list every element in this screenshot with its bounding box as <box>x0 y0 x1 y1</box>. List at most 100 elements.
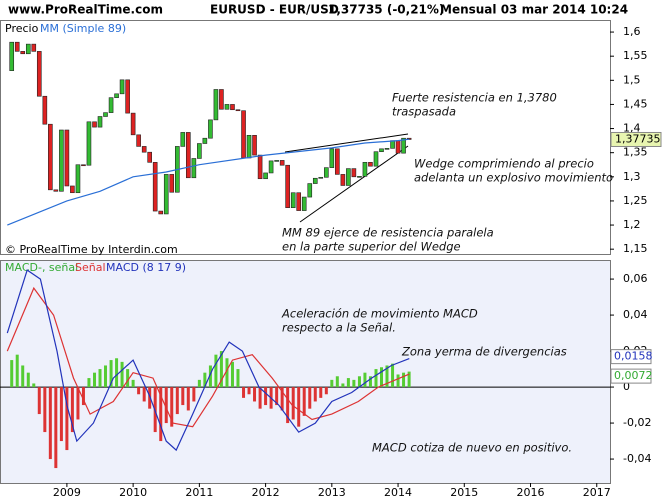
histogram-bar <box>120 361 124 388</box>
histogram-bar <box>368 376 372 388</box>
y-tick-label: 0,06 <box>623 272 648 285</box>
histogram-bar <box>280 387 284 411</box>
last-value-box <box>610 349 652 365</box>
histogram-bar <box>203 372 207 388</box>
candle <box>97 116 103 128</box>
y-tick-label: 1,55 <box>623 49 648 62</box>
candle <box>230 104 235 111</box>
histogram-bar <box>76 387 80 420</box>
candle <box>235 109 241 112</box>
candle <box>75 164 81 194</box>
histogram-bar <box>374 369 378 388</box>
last-price-box <box>610 131 662 147</box>
candle <box>246 135 252 159</box>
candle <box>53 189 59 192</box>
candle <box>335 148 340 175</box>
histogram-bar <box>32 383 36 388</box>
histogram-bar <box>126 369 130 388</box>
histogram-bar <box>192 387 196 402</box>
candle <box>208 119 213 139</box>
histogram-bar <box>208 365 212 388</box>
candle <box>296 192 302 211</box>
histogram-bar <box>302 387 306 416</box>
annotation: traspasada <box>392 105 456 119</box>
histogram-bar <box>93 372 97 388</box>
candle <box>268 160 274 174</box>
histogram-bar <box>396 374 400 388</box>
candle <box>241 110 246 159</box>
candle <box>357 176 362 178</box>
x-tick-label: 2013 <box>318 486 346 499</box>
legend: Precio <box>5 22 39 35</box>
candle <box>395 140 401 154</box>
candle <box>368 162 373 167</box>
last-value-box <box>610 368 652 384</box>
annotation: Wedge comprimiendo al precio <box>414 157 594 171</box>
candle <box>59 129 64 192</box>
histogram-bar <box>363 372 367 388</box>
histogram-bar <box>109 360 113 388</box>
histogram-bar <box>65 387 69 451</box>
candle <box>307 183 313 198</box>
histogram-bar <box>230 361 234 388</box>
histogram-bar <box>402 372 406 388</box>
histogram-bar <box>324 387 328 395</box>
candle <box>318 176 324 179</box>
histogram-bar <box>214 354 218 388</box>
x-tick-label: 2010 <box>119 486 147 499</box>
histogram-bar <box>236 369 240 388</box>
histogram-bar <box>115 358 119 388</box>
histogram-bar <box>43 387 47 433</box>
candle <box>191 158 197 179</box>
histogram-bar <box>159 387 163 442</box>
y-tick-label: 1,35 <box>623 146 648 159</box>
candle <box>390 140 395 149</box>
candle <box>351 168 357 178</box>
candle <box>384 148 390 150</box>
x-tick-label: 2015 <box>450 486 478 499</box>
candle <box>36 51 42 97</box>
macd-panel <box>0 260 611 484</box>
candle <box>92 121 97 128</box>
candle <box>379 148 384 153</box>
x-tick-label: 2011 <box>185 486 213 499</box>
macd-line <box>6 269 410 452</box>
y-tick-label: 1,5 <box>623 73 641 86</box>
candle <box>31 43 37 52</box>
histogram-bar <box>131 379 135 388</box>
histogram-bar <box>313 387 317 402</box>
histogram-bar <box>242 387 246 398</box>
y-tick-label: 0,04 <box>623 308 648 321</box>
histogram-bar <box>385 365 389 388</box>
histogram-bar <box>98 369 102 388</box>
candle <box>9 41 15 71</box>
candle <box>290 192 296 208</box>
histogram-bar <box>346 378 350 388</box>
annotation: MACD cotiza de nuevo en positivo. <box>372 441 572 455</box>
last-value: 0,0072 <box>614 369 653 382</box>
candle <box>42 95 48 125</box>
candle <box>81 164 86 167</box>
histogram-bar <box>142 387 146 402</box>
annotation: Fuerte resistencia en 1,3780 <box>392 91 557 105</box>
histogram-bar <box>297 387 301 427</box>
histogram-bar <box>407 371 411 388</box>
candle <box>108 97 114 113</box>
annotation: en la parte superior del Wedge <box>282 240 461 254</box>
candle <box>362 162 368 177</box>
candle <box>163 174 169 215</box>
legend: Señal <box>75 261 106 274</box>
histogram-bar <box>330 379 334 388</box>
x-tick-label: 2009 <box>53 486 81 499</box>
instrument: EURUSD - EUR/USD <box>210 3 339 17</box>
y-tick-label: 1,15 <box>623 242 648 255</box>
histogram-bar <box>291 387 295 420</box>
candle <box>346 168 351 186</box>
candle <box>119 79 125 95</box>
candle <box>224 104 230 110</box>
candle <box>301 196 307 211</box>
histogram-bar <box>219 351 223 388</box>
candle <box>401 137 406 154</box>
histogram-bar <box>341 383 345 388</box>
